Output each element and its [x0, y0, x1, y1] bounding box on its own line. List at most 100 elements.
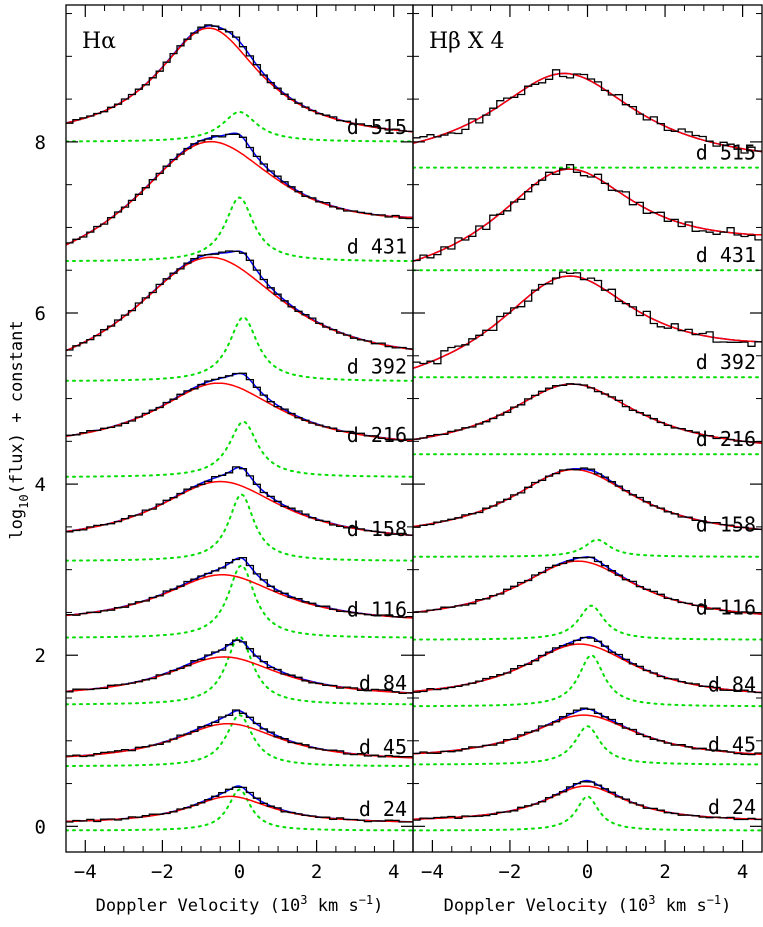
broad-component-line [66, 140, 413, 246]
epoch-d-158 [66, 466, 413, 562]
narrow-component-line [66, 564, 413, 639]
epoch-label: d 24 [708, 795, 756, 819]
epoch-label: d 392 [696, 350, 756, 374]
epoch-label: d 116 [696, 596, 756, 620]
narrow-component-line [66, 420, 413, 478]
observed-spectrum-histogram [66, 639, 413, 695]
epoch-label: d 24 [359, 797, 407, 821]
observed-spectrum-histogram [66, 786, 413, 823]
narrow-component-line [66, 635, 413, 706]
observed-spectrum-histogram [413, 707, 762, 756]
narrow-component-line [66, 196, 413, 262]
narrow-component-line [66, 714, 413, 767]
plot-area [413, 69, 762, 832]
epoch-label: d 515 [696, 141, 756, 165]
narrow-component-line [413, 654, 762, 708]
epoch-d-24 [66, 785, 413, 832]
observed-spectrum-histogram [66, 250, 413, 351]
narrow-component-line [66, 493, 413, 562]
y-tick-label: 0 [35, 816, 46, 838]
epoch-d-45 [66, 709, 413, 767]
observed-spectrum-histogram [66, 709, 413, 758]
epoch-d-431 [66, 132, 413, 262]
y-tick-label: 2 [35, 645, 46, 667]
total-fit-line [66, 132, 413, 246]
epoch-d-45 [413, 707, 762, 766]
epoch-d-216 [66, 372, 413, 478]
epoch-label: d 392 [347, 354, 407, 378]
x-axis-label: Doppler Velocity (103 km s−1) [444, 893, 732, 916]
panel-title: Hβ X 4 [429, 29, 505, 54]
narrow-component-line [413, 538, 762, 558]
observed-spectrum-histogram [413, 69, 762, 154]
epoch-label: d 158 [696, 513, 756, 537]
epoch-label: d 431 [696, 243, 756, 267]
epoch-label: d 84 [708, 673, 756, 697]
y-tick-label: 4 [35, 474, 46, 496]
epoch-d-515 [413, 69, 762, 169]
epoch-d-158 [413, 467, 762, 558]
epoch-d-24 [413, 779, 762, 832]
epoch-label: d 431 [347, 235, 407, 259]
epoch-label: d 84 [359, 671, 407, 695]
panel-halpha: −4 −2 0 2 4 0 2 4 6 8 Hα Doppler Velocity (103 km s… [35, 4, 414, 916]
broad-component-line [413, 560, 762, 615]
epoch-label: d 116 [347, 597, 407, 621]
broad-component-line [66, 480, 413, 537]
x-axis-label: Doppler Velocity (103 km s−1) [96, 893, 384, 916]
plot-area [66, 24, 413, 832]
x-tick-label: −4 [74, 861, 97, 883]
epoch-label: d 45 [708, 733, 756, 757]
panel-hbeta: −4 −2 0 2 4 Hβ X 4 Doppler Velocity (103 km s−… [412, 4, 763, 916]
epoch-label: d 216 [347, 423, 407, 447]
broad-component-line [413, 168, 762, 263]
epoch-label: d 515 [347, 115, 407, 139]
observed-spectrum-histogram [413, 781, 762, 821]
panel-title: Hα [82, 29, 116, 54]
epoch-label: d 216 [696, 427, 756, 451]
narrow-component-line [413, 604, 762, 641]
observed-spectrum-histogram [413, 271, 762, 365]
epoch-d-515 [66, 24, 413, 143]
epoch-d-392 [413, 271, 762, 379]
epoch-d-116 [413, 556, 762, 641]
x-tick-label: 2 [311, 861, 322, 883]
observed-spectrum-histogram [413, 636, 762, 694]
observed-spectrum-histogram [66, 24, 413, 133]
observed-spectrum-histogram [413, 556, 762, 614]
x-tick-label: 0 [234, 861, 245, 883]
x-tick-label: 0 [582, 861, 593, 883]
observed-spectrum-histogram [66, 133, 413, 244]
y-tick-label: 6 [35, 303, 46, 325]
x-tick-label: 4 [737, 861, 748, 883]
x-tick-label: −2 [498, 861, 521, 883]
narrow-component-line [66, 788, 413, 832]
total-fit-line [66, 250, 413, 352]
epoch-d-431 [413, 164, 762, 272]
epoch-label: d 45 [359, 735, 407, 759]
narrow-component-line [413, 725, 762, 766]
y-axis-label: log10(flux) + constant [7, 320, 31, 539]
broad-component-line [66, 256, 413, 352]
narrow-component-line [66, 316, 413, 382]
y-tick-label: 8 [35, 132, 46, 154]
x-tick-label: −4 [421, 861, 444, 883]
observed-spectrum-histogram [66, 556, 413, 618]
epoch-label: d 158 [347, 517, 407, 541]
narrow-component-line [413, 795, 762, 832]
x-tick-label: −2 [151, 861, 174, 883]
x-tick-label: 2 [659, 861, 670, 883]
epoch-d-84 [66, 635, 413, 706]
epoch-d-116 [66, 556, 413, 639]
epoch-d-84 [413, 636, 762, 708]
x-tick-label: 4 [388, 861, 399, 883]
epoch-d-392 [66, 250, 413, 382]
observed-spectrum-histogram [413, 383, 762, 443]
observed-spectrum-histogram [413, 164, 762, 262]
observed-spectrum-histogram [413, 467, 762, 530]
observed-spectrum-histogram [66, 466, 413, 536]
narrow-component-line [66, 110, 413, 143]
observed-spectrum-histogram [66, 372, 413, 442]
epoch-d-216 [413, 383, 762, 456]
